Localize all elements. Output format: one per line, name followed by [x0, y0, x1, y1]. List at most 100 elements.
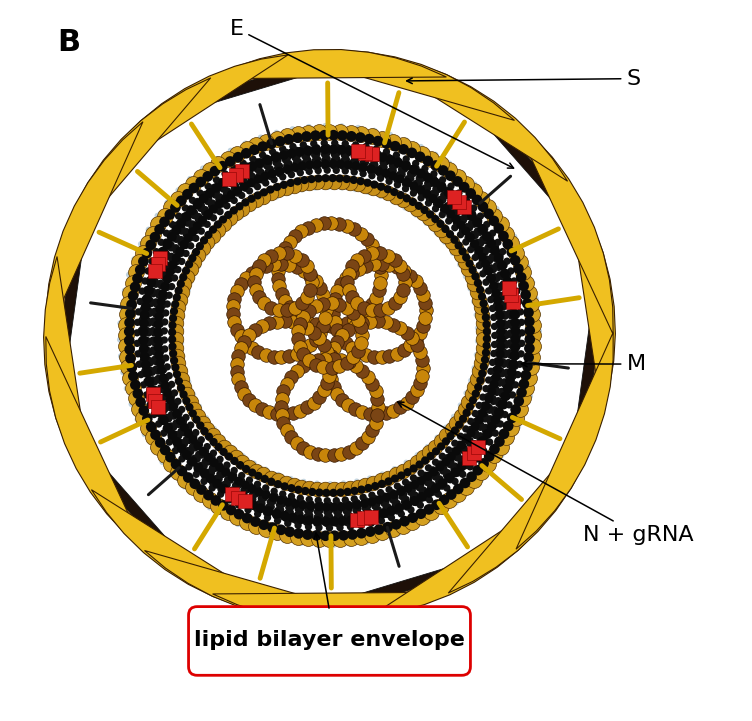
Point	[253, 486, 265, 497]
Polygon shape	[133, 539, 330, 618]
Point	[310, 219, 322, 231]
Point	[425, 178, 437, 190]
Point	[352, 143, 364, 155]
Point	[448, 207, 460, 218]
Point	[153, 407, 165, 418]
Point	[373, 494, 385, 505]
Point	[328, 176, 340, 187]
Point	[361, 304, 373, 316]
Point	[477, 268, 489, 280]
Point	[156, 384, 168, 395]
Point	[472, 215, 484, 226]
Point	[381, 492, 393, 503]
Point	[255, 132, 267, 143]
Point	[452, 171, 464, 182]
Point	[452, 483, 464, 495]
Point	[151, 404, 163, 416]
Point	[228, 162, 240, 174]
Point	[490, 300, 502, 311]
Point	[343, 357, 355, 368]
Point	[367, 182, 379, 194]
Point	[218, 483, 230, 495]
Point	[375, 269, 387, 280]
Point	[208, 423, 220, 434]
Point	[358, 162, 370, 174]
Point	[425, 173, 437, 185]
Point	[391, 262, 403, 273]
Point	[320, 450, 332, 461]
Point	[468, 238, 481, 249]
Point	[445, 236, 457, 247]
Point	[464, 283, 476, 295]
Point	[416, 511, 428, 523]
Point	[314, 282, 326, 293]
Point	[447, 448, 459, 459]
Point	[444, 459, 456, 470]
Point	[459, 434, 471, 446]
Point	[488, 379, 500, 390]
Point	[475, 193, 487, 205]
Point	[280, 513, 293, 524]
Point	[190, 469, 202, 480]
Point	[356, 437, 368, 448]
Point	[504, 284, 516, 296]
Point	[280, 154, 292, 166]
Point	[139, 275, 151, 287]
Point	[290, 437, 302, 448]
Point	[147, 315, 159, 327]
Point	[269, 490, 281, 502]
Point	[418, 187, 430, 199]
Point	[212, 500, 224, 512]
Point	[179, 363, 191, 375]
Point	[160, 412, 172, 423]
Point	[361, 508, 373, 520]
Point	[163, 370, 175, 381]
Point	[335, 159, 347, 170]
Point	[186, 195, 199, 206]
Point	[461, 407, 473, 418]
Point	[196, 449, 208, 461]
Point	[142, 287, 154, 298]
Point	[490, 415, 502, 427]
Point	[152, 259, 164, 270]
Point	[272, 479, 284, 490]
Point	[459, 477, 471, 489]
Point	[270, 149, 282, 161]
Point	[419, 204, 431, 216]
Point	[160, 423, 172, 435]
Point	[293, 528, 305, 539]
Point	[301, 131, 313, 142]
Point	[341, 154, 353, 165]
Polygon shape	[516, 332, 613, 549]
Point	[336, 394, 348, 406]
Point	[245, 193, 257, 205]
Point	[410, 163, 422, 174]
Point	[478, 458, 490, 469]
Point	[346, 260, 358, 272]
Point	[378, 162, 390, 173]
Point	[223, 173, 235, 185]
Point	[408, 495, 420, 507]
Point	[432, 184, 444, 195]
Point	[364, 472, 376, 484]
Point	[175, 425, 187, 437]
Polygon shape	[47, 320, 117, 521]
Point	[244, 166, 256, 177]
Point	[305, 500, 317, 512]
Point	[465, 426, 477, 438]
Point	[147, 344, 159, 355]
Point	[361, 151, 373, 163]
Point	[156, 300, 168, 311]
Point	[438, 478, 450, 490]
Point	[444, 170, 456, 182]
Point	[383, 484, 395, 495]
Point	[318, 143, 330, 154]
Point	[369, 480, 381, 492]
Point	[523, 306, 535, 318]
Point	[131, 327, 143, 339]
Point	[465, 389, 478, 400]
Point	[305, 276, 317, 288]
Point	[349, 320, 361, 332]
Point	[244, 394, 256, 406]
Point	[273, 280, 285, 292]
